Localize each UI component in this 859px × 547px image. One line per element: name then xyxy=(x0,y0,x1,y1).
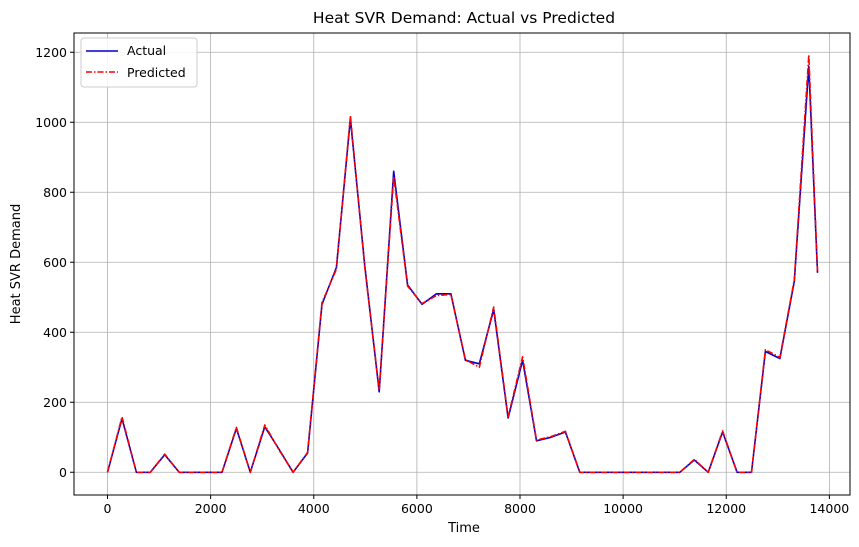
x-tick-label: 0 xyxy=(104,501,112,516)
y-tick-label: 200 xyxy=(43,395,67,410)
series-line-predicted xyxy=(106,54,819,474)
y-tick-label: 1000 xyxy=(35,115,67,130)
y-axis-label: Heat SVR Demand xyxy=(9,204,24,324)
series-lines xyxy=(106,54,819,474)
legend-label-actual: Actual xyxy=(127,43,166,58)
plot-frame xyxy=(73,32,851,496)
y-tick-label: 400 xyxy=(43,325,67,340)
y-tick-label: 800 xyxy=(43,185,67,200)
x-tick-label: 8000 xyxy=(504,501,536,516)
x-tick-label: 4000 xyxy=(298,501,330,516)
y-tick-label: 1200 xyxy=(35,45,67,60)
x-tick-label: 6000 xyxy=(401,501,433,516)
legend-label-predicted: Predicted xyxy=(127,65,186,80)
x-tick-label: 12000 xyxy=(706,501,746,516)
y-tick-label: 600 xyxy=(43,255,67,270)
legend: Actual Predicted xyxy=(80,37,198,88)
y-tick-label: 0 xyxy=(59,465,67,480)
x-tick-label: 14000 xyxy=(809,501,849,516)
x-tick-label: 10000 xyxy=(603,501,643,516)
chart-title: Heat SVR Demand: Actual vs Predicted xyxy=(313,9,615,27)
x-tick-label: 2000 xyxy=(195,501,227,516)
ticks: 0 2000 4000 6000 8000 10000 12000 14000 0 200 400 6… xyxy=(35,45,849,516)
x-axis-label: Time xyxy=(447,521,480,536)
